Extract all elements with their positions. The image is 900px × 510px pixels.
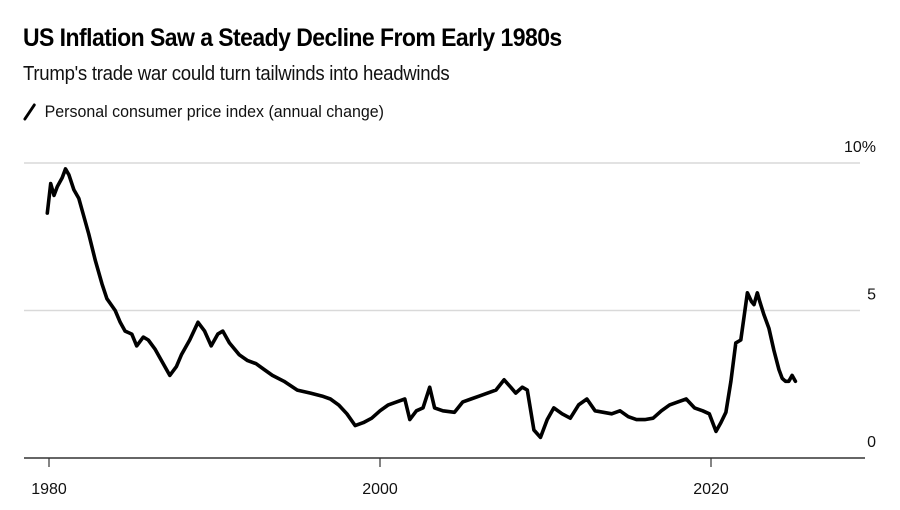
x-tick-label: 2000 [362,481,398,498]
legend-line-icon [23,103,36,121]
gridlines [24,162,860,312]
chart-title: US Inflation Saw a Steady Decline From E… [23,24,562,52]
y-tick-label: 10% [844,139,876,156]
x-tick-label: 1980 [31,481,67,498]
x-axis-labels: 1980 2000 2020 [31,481,729,498]
chart-subtitle: Trump's trade war could turn tailwinds i… [23,63,450,85]
y-tick-label: 5 [867,287,876,304]
x-axis [24,457,865,467]
x-tick-label: 2020 [693,481,729,498]
legend: Personal consumer price index (annual ch… [23,102,384,122]
legend-label: Personal consumer price index (annual ch… [44,102,384,121]
series-group [45,167,798,440]
y-axis-labels: 0 5 10% [844,139,876,451]
y-tick-label: 0 [867,434,876,451]
series-line [45,167,798,440]
